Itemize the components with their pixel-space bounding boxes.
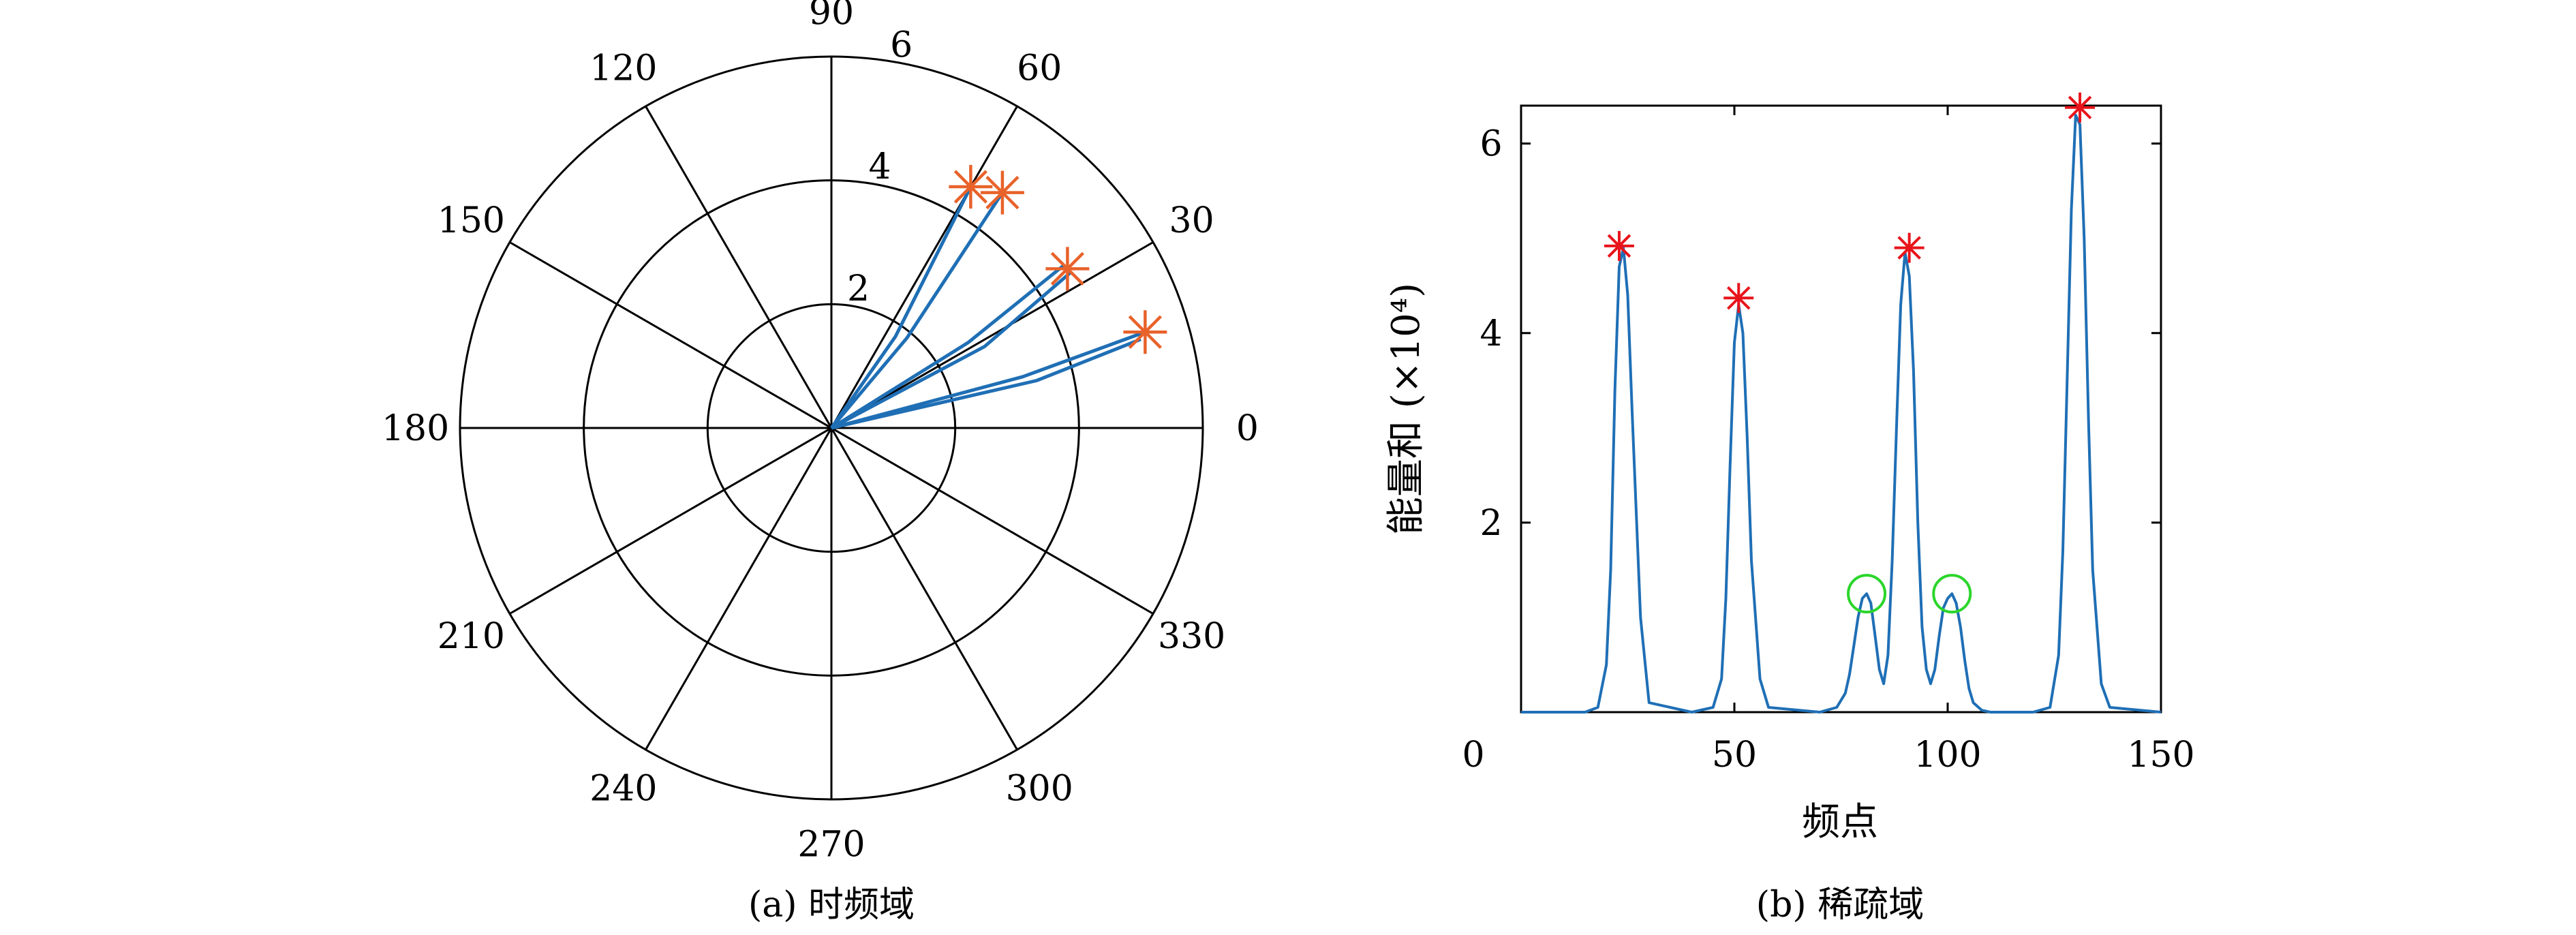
x-tick-labels: 0 50 100 150 — [1462, 735, 2194, 776]
angle-tick-label: 300 — [1006, 769, 1073, 810]
asterisk-marker — [949, 165, 993, 209]
y-axis-label: 能量和 (×10⁴) — [1384, 283, 1428, 535]
angle-tick-label: 210 — [438, 616, 505, 657]
x-tick-label: 100 — [1914, 735, 1981, 776]
polar-radial-labels: 2 4 6 — [847, 25, 913, 309]
y-tick-label: 6 — [1479, 124, 1502, 165]
energy-series-line — [1521, 113, 2162, 714]
polar-markers — [949, 165, 1167, 354]
y-tick-labels: 2 4 6 — [1479, 124, 1502, 544]
axis-ticks — [1520, 106, 2162, 712]
x-tick-label: 150 — [2127, 735, 2194, 776]
candidate-circle-marker — [1847, 574, 1887, 614]
angle-tick-label: 60 — [1017, 48, 1062, 89]
polar-ray — [830, 271, 1072, 430]
polar-caption: (a) 时频域 — [748, 885, 915, 925]
asterisk-marker — [980, 170, 1024, 215]
y-tick-label: 4 — [1479, 313, 1502, 354]
line-caption: (b) 稀疏域 — [1756, 885, 1924, 925]
y-tick-label: 2 — [1479, 503, 1502, 544]
peak-asterisk-marker — [1604, 230, 1634, 261]
polar-rays — [829, 185, 1146, 430]
polar-chart: 0 30 60 90 120 150 180 210 240 270 300 330 2 4 6 — [382, 0, 1259, 865]
angle-tick-label: 240 — [589, 769, 657, 810]
x-axis-label: 频点 — [1802, 800, 1878, 844]
angle-tick-label: 0 — [1236, 408, 1259, 449]
peak-asterisk-marker — [1894, 232, 1925, 263]
radial-tick-label: 6 — [890, 25, 913, 65]
angle-tick-label: 330 — [1158, 616, 1225, 657]
asterisk-marker — [1045, 247, 1090, 291]
candidate-markers — [1847, 574, 1972, 614]
polar-angle-labels: 0 30 60 90 120 150 180 210 240 270 300 330 — [382, 0, 1259, 865]
candidate-circle-marker — [1932, 574, 1972, 614]
angle-tick-label: 90 — [809, 0, 854, 33]
x-tick-label: 0 — [1462, 735, 1484, 776]
line-chart: 0 50 100 150 2 4 6 — [1462, 92, 2195, 776]
angle-tick-label: 150 — [438, 200, 505, 241]
polar-ray — [831, 330, 1146, 430]
radial-tick-label: 4 — [869, 147, 891, 187]
angle-tick-label: 180 — [382, 408, 449, 449]
angle-tick-label: 30 — [1169, 200, 1214, 241]
angle-tick-label: 270 — [797, 824, 865, 865]
peak-markers — [1604, 92, 2096, 313]
plot-frame — [1520, 104, 2162, 714]
peak-asterisk-marker — [1723, 283, 1754, 313]
polar-ray — [831, 337, 1141, 430]
peak-asterisk-marker — [2065, 92, 2096, 123]
polar-ray — [829, 185, 972, 429]
polar-ray — [830, 191, 1004, 429]
radial-tick-label: 2 — [847, 269, 870, 309]
angle-tick-label: 120 — [589, 48, 657, 89]
asterisk-marker — [1123, 310, 1167, 354]
polar-ray — [830, 263, 1066, 430]
x-tick-label: 50 — [1712, 735, 1757, 776]
